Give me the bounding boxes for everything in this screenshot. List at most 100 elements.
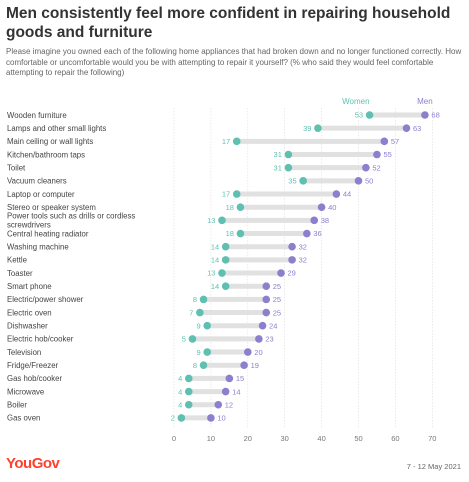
legend-women: Women [342,97,369,106]
women-value-label: 31 [274,150,282,159]
chart-row: Television 9 20 [7,348,263,357]
category-label: Kitchen/bathroom taps [7,150,85,159]
women-point [203,321,212,330]
women-point [218,216,226,225]
chart-row: Stereo or speaker system 18 40 [7,203,336,212]
women-point [184,387,193,396]
chart-title: Men consistently feel more confident in … [6,5,451,41]
men-value-label: 24 [269,321,277,330]
grid-lines [173,108,433,428]
men-value-label: 25 [273,308,281,317]
men-point [262,308,271,317]
chart-row: Vacuum cleaners 35 50 [7,177,373,186]
men-value-label: 29 [288,269,296,278]
x-tick-label: 60 [391,434,399,443]
men-point [244,348,252,356]
men-value-label: 38 [321,216,329,225]
category-label: Electric/power shower [7,295,84,304]
women-point [284,150,293,159]
category-label: Lamps and other small lights [7,124,106,133]
women-point [232,137,241,146]
women-point [184,374,193,383]
men-point [380,137,389,146]
men-point [288,242,296,251]
chart-row: Electric/power shower 8 25 [7,295,281,304]
men-value-label: 63 [413,124,421,133]
x-tick-label: 30 [281,434,289,443]
chart-row: Smart phone 14 25 [7,282,281,291]
category-label: Microwave [7,387,44,396]
category-label: screwdrivers [7,220,51,229]
legend-men: Men [417,97,433,106]
dumbbell-chart: 0 10 20 30 40 50 60 70 Women Men Wooden furnitur… [7,97,440,443]
chart-row: Electric hob/cooker 5 23 [7,335,274,344]
men-point [402,124,411,132]
men-value-label: 14 [232,387,240,396]
men-point [303,229,311,238]
chart-row: Kitchen/bathroom taps 31 55 [7,150,392,159]
category-label: Gas oven [7,414,40,423]
category-label: Boiler [7,401,27,410]
men-point [262,295,271,304]
men-point [317,203,326,211]
women-point [299,177,307,185]
women-point [188,335,197,343]
category-label: Electric hob/cooker [7,335,74,344]
women-point [203,348,212,356]
category-label: Main ceiling or wall lights [7,137,93,146]
men-value-label: 32 [299,256,307,265]
chart-row: Toaster 13 29 [7,269,296,278]
chart-row: Dishwasher 9 24 [7,321,277,330]
women-point [232,190,241,198]
men-point [225,374,234,383]
chart-rows: Wooden furniture 5 3 6 8 Lamps and other smal… [7,111,440,423]
men-value-label: 25 [273,295,281,304]
category-label: Wooden furniture [7,111,67,120]
men-point [214,400,223,409]
women-value-label: 5 [182,335,186,344]
men-value-label: 55 [383,150,391,159]
category-label: Toilet [7,163,26,172]
women-value-label: 35 [288,177,296,186]
women-point [221,242,230,251]
chart-row: Fridge/Freezer 8 19 [7,361,259,370]
chart-row: Central heating radiator 18 36 [7,229,322,238]
women-point [284,163,293,172]
category-label: Toaster [7,269,33,278]
men-point [207,414,215,422]
men-point [332,190,341,198]
men-point [255,335,263,343]
category-label: Power tools such as drills or cordless [7,211,135,220]
men-value-label: 36 [313,229,321,238]
men-value-label: 23 [265,335,273,344]
category-label: Stereo or speaker system [7,203,96,212]
chart-subtitle: Please imagine you owned each of the fol… [6,47,462,77]
men-value-label: 50 [365,177,373,186]
category-label: Fridge/Freezer [7,361,59,370]
men-point [240,361,248,370]
women-point [314,124,322,132]
men-value-label: 44 [343,190,351,199]
men-value-label: 25 [273,282,281,291]
women-point [199,295,208,304]
women-point [221,256,230,264]
men-value-label: 12 [225,400,233,409]
men-value-label: 10 [217,414,225,423]
chart-row: Gas oven 2 10 [7,414,226,423]
women-value-label: 18 [226,203,234,212]
yougov-logo: YouGov [6,455,60,472]
women-value-label: 31 [274,163,282,172]
category-label: Kettle [7,256,27,265]
men-value-label: 20 [254,348,262,357]
women-value-label: 14 [211,282,219,291]
women-value-label: 7 [189,308,193,317]
women-value-label: 2 [171,414,175,423]
chart-row: Toilet 31 52 [7,163,381,172]
fieldwork-date: 7 - 12 May 2021 [406,462,461,471]
legend: Women Men [342,97,433,106]
women-value-label: 8 [193,295,197,304]
women-point [196,308,204,317]
women-point [184,400,193,409]
men-point [421,111,429,119]
men-point [288,256,296,264]
